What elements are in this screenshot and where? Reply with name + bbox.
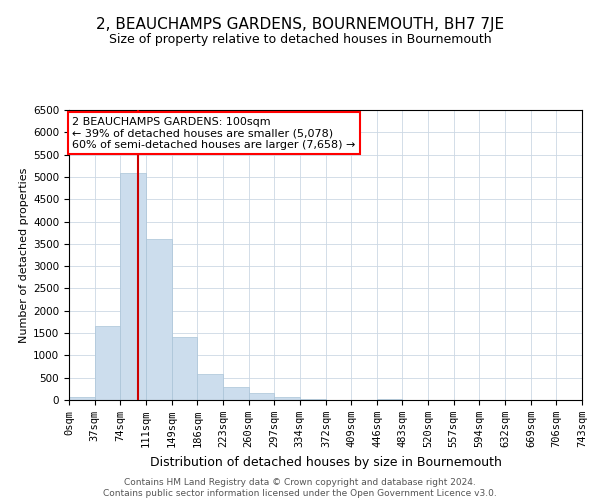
Bar: [299, 398, 326, 400]
Bar: [120, 174, 146, 400]
Text: Contains HM Land Registry data © Crown copyright and database right 2024.
Contai: Contains HM Land Registry data © Crown c…: [103, 478, 497, 498]
Bar: [197, 374, 223, 400]
Bar: [377, 398, 403, 400]
X-axis label: Distribution of detached houses by size in Bournemouth: Distribution of detached houses by size …: [149, 456, 502, 468]
Bar: [248, 394, 274, 400]
Text: 2 BEAUCHAMPS GARDENS: 100sqm
← 39% of detached houses are smaller (5,078)
60% of: 2 BEAUCHAMPS GARDENS: 100sqm ← 39% of de…: [73, 116, 356, 150]
Bar: [223, 386, 248, 400]
Bar: [172, 336, 197, 400]
Bar: [69, 396, 95, 400]
Text: Size of property relative to detached houses in Bournemouth: Size of property relative to detached ho…: [109, 32, 491, 46]
Bar: [95, 326, 120, 400]
Y-axis label: Number of detached properties: Number of detached properties: [19, 168, 29, 342]
Bar: [274, 398, 299, 400]
Bar: [146, 240, 172, 400]
Text: 2, BEAUCHAMPS GARDENS, BOURNEMOUTH, BH7 7JE: 2, BEAUCHAMPS GARDENS, BOURNEMOUTH, BH7 …: [96, 18, 504, 32]
